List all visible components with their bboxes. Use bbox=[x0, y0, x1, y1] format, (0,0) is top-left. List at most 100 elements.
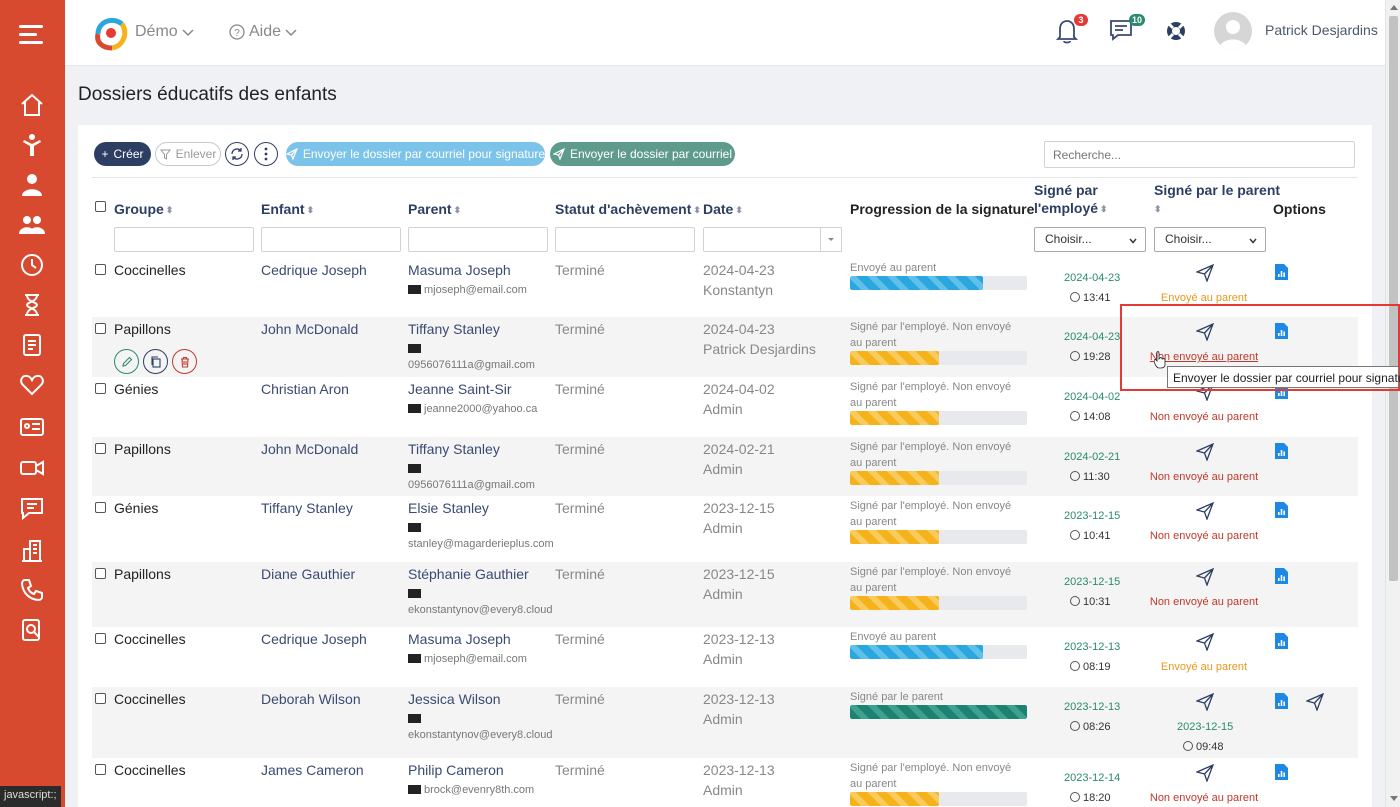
header-signed-employee[interactable]: Signé par l'employé ⬍ bbox=[1034, 181, 1108, 218]
video-icon[interactable] bbox=[19, 455, 45, 481]
send-for-signature-icon[interactable] bbox=[1195, 692, 1215, 712]
row-child[interactable]: Cedrique Joseph bbox=[261, 262, 367, 278]
scroll-up-icon[interactable] bbox=[1390, 5, 1398, 10]
send-for-signature-icon[interactable] bbox=[1195, 567, 1215, 587]
messages-button[interactable]: 10 bbox=[1109, 14, 1145, 46]
clock-icon[interactable] bbox=[19, 252, 45, 278]
search-doc-icon[interactable] bbox=[19, 617, 45, 643]
copy-button[interactable] bbox=[143, 349, 168, 374]
send-for-signature-icon[interactable] bbox=[1195, 442, 1215, 462]
help-menu[interactable]: ? Aide bbox=[229, 23, 297, 41]
row-parent[interactable]: Masuma Joseph bbox=[408, 262, 511, 278]
resend-icon[interactable] bbox=[1305, 692, 1325, 712]
demo-menu[interactable]: Démo bbox=[135, 23, 194, 41]
report-file-icon[interactable] bbox=[1275, 323, 1288, 339]
header-child[interactable]: Enfant ⬍ bbox=[261, 200, 314, 219]
row-child[interactable]: Tiffany Stanley bbox=[261, 500, 353, 516]
header-signed-parent[interactable]: Signé par le parent ⬍ bbox=[1154, 181, 1280, 218]
home-icon[interactable] bbox=[19, 92, 45, 118]
child-icon[interactable] bbox=[19, 132, 45, 158]
row-checkbox[interactable] bbox=[95, 633, 106, 644]
refresh-button[interactable] bbox=[225, 142, 249, 166]
row-child[interactable]: Christian Aron bbox=[261, 381, 349, 397]
remove-filter-button[interactable]: Enlever bbox=[155, 142, 221, 166]
phone-icon[interactable] bbox=[19, 577, 45, 603]
filter-signed-parent[interactable]: Choisir... bbox=[1154, 227, 1266, 252]
avatar[interactable] bbox=[1214, 12, 1252, 50]
filter-signed-employee[interactable]: Choisir... bbox=[1034, 227, 1146, 252]
row-parent[interactable]: Elsie Stanley bbox=[408, 500, 489, 516]
report-file-icon[interactable] bbox=[1275, 693, 1288, 709]
scrollbar[interactable] bbox=[1385, 0, 1400, 807]
menu-icon[interactable] bbox=[18, 22, 46, 46]
report-file-icon[interactable] bbox=[1275, 764, 1288, 780]
send-for-signature-icon[interactable] bbox=[1195, 263, 1215, 283]
send-for-signature-icon[interactable] bbox=[1195, 322, 1215, 342]
row-checkbox[interactable] bbox=[95, 568, 106, 579]
row-child[interactable]: Deborah Wilson bbox=[261, 691, 361, 707]
report-file-icon[interactable] bbox=[1275, 443, 1288, 459]
report-file-icon[interactable] bbox=[1275, 502, 1288, 518]
report-file-icon[interactable] bbox=[1275, 568, 1288, 584]
filter-status[interactable] bbox=[555, 227, 695, 252]
create-button[interactable]: + Créer bbox=[94, 142, 151, 166]
header-parent[interactable]: Parent ⬍ bbox=[408, 200, 461, 219]
table-row[interactable]: Génies Christian Aron Jeanne Saint-Sir jean… bbox=[92, 377, 1358, 437]
row-child[interactable]: Diane Gauthier bbox=[261, 566, 356, 582]
table-row[interactable]: Papillons John McDonald Tiffany Stanley 095… bbox=[92, 437, 1358, 496]
table-row[interactable]: Génies Tiffany Stanley Elsie Stanley stanle… bbox=[92, 496, 1358, 562]
staff-icon[interactable] bbox=[19, 172, 45, 198]
row-parent[interactable]: Philip Cameron bbox=[408, 762, 504, 778]
row-checkbox[interactable] bbox=[95, 693, 106, 704]
search-input[interactable] bbox=[1044, 141, 1355, 168]
group-icon[interactable] bbox=[19, 212, 45, 238]
row-parent[interactable]: Jessica Wilson bbox=[408, 691, 501, 707]
edit-button[interactable] bbox=[114, 349, 139, 374]
report-icon[interactable] bbox=[19, 332, 45, 358]
report-file-icon[interactable] bbox=[1275, 264, 1288, 280]
delete-button[interactable] bbox=[172, 349, 197, 374]
report-file-icon[interactable] bbox=[1275, 633, 1288, 649]
row-child[interactable]: John McDonald bbox=[261, 321, 359, 337]
filter-date[interactable] bbox=[703, 227, 822, 252]
row-checkbox[interactable] bbox=[95, 502, 106, 513]
row-checkbox[interactable] bbox=[95, 764, 106, 775]
more-options-button[interactable] bbox=[254, 142, 278, 166]
heart-icon[interactable] bbox=[19, 372, 45, 398]
row-checkbox[interactable] bbox=[95, 323, 106, 334]
table-row[interactable]: Papillons John McDonald Tiffany Stanley 095… bbox=[92, 317, 1358, 377]
header-date[interactable]: Date ⬍ bbox=[703, 200, 743, 219]
row-parent-status[interactable]: Non envoyé au parent bbox=[1149, 351, 1259, 363]
support-button[interactable] bbox=[1164, 18, 1190, 46]
chat-icon[interactable] bbox=[19, 495, 45, 521]
header-status[interactable]: Statut d'achèvement ⬍ bbox=[555, 200, 701, 219]
send-for-signature-icon[interactable] bbox=[1195, 632, 1215, 652]
send-by-email-button[interactable]: Envoyer le dossier par courriel bbox=[550, 142, 735, 166]
row-child[interactable]: Cedrique Joseph bbox=[261, 631, 367, 647]
filter-group[interactable] bbox=[114, 227, 254, 252]
id-card-icon[interactable] bbox=[19, 414, 45, 440]
row-checkbox[interactable] bbox=[95, 264, 106, 275]
row-parent[interactable]: Stéphanie Gauthier bbox=[408, 566, 529, 582]
table-row[interactable]: Coccinelles Deborah Wilson Jessica Wilson e… bbox=[92, 687, 1358, 758]
row-parent[interactable]: Tiffany Stanley bbox=[408, 441, 500, 457]
table-row[interactable]: Papillons Diane Gauthier Stéphanie Gauthie… bbox=[92, 562, 1358, 627]
header-group[interactable]: Groupe ⬍ bbox=[114, 200, 173, 219]
user-name[interactable]: Patrick Desjardins bbox=[1265, 22, 1378, 38]
date-dropdown-button[interactable] bbox=[820, 227, 842, 252]
row-checkbox[interactable] bbox=[95, 383, 106, 394]
row-parent[interactable]: Tiffany Stanley bbox=[408, 321, 500, 337]
app-logo[interactable] bbox=[92, 14, 130, 52]
hourglass-icon[interactable] bbox=[19, 292, 45, 318]
notifications-button[interactable]: 3 bbox=[1055, 14, 1088, 46]
send-for-signature-icon[interactable] bbox=[1195, 501, 1215, 521]
filter-parent[interactable] bbox=[408, 227, 548, 252]
send-for-signature-icon[interactable] bbox=[1195, 763, 1215, 783]
filter-child[interactable] bbox=[261, 227, 401, 252]
row-parent[interactable]: Masuma Joseph bbox=[408, 631, 511, 647]
row-child[interactable]: John McDonald bbox=[261, 441, 359, 457]
scroll-down-icon[interactable] bbox=[1390, 796, 1398, 801]
table-row[interactable]: Coccinelles Cedrique Joseph Masuma Joseph m… bbox=[92, 258, 1358, 317]
building-icon[interactable] bbox=[19, 537, 45, 563]
send-for-signature-button[interactable]: Envoyer le dossier par courriel pour sig… bbox=[286, 142, 545, 166]
